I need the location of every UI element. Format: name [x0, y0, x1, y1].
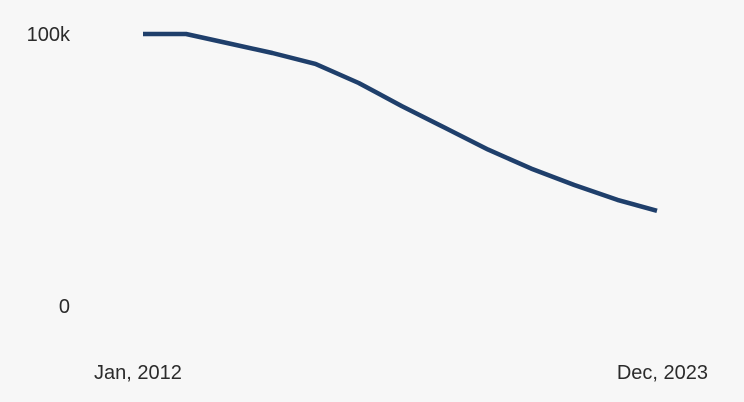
x-axis-ticks: Jan, 2012 Dec, 2023 — [94, 362, 708, 384]
series-line — [143, 31, 658, 213]
y-tick-label: 0 — [59, 296, 70, 318]
y-axis-ticks: 0 100k — [27, 24, 71, 318]
y-tick-label: 100k — [27, 24, 71, 46]
x-tick-label: Dec, 2023 — [617, 362, 708, 384]
series-layer — [143, 31, 658, 213]
x-tick-label: Jan, 2012 — [94, 362, 182, 384]
